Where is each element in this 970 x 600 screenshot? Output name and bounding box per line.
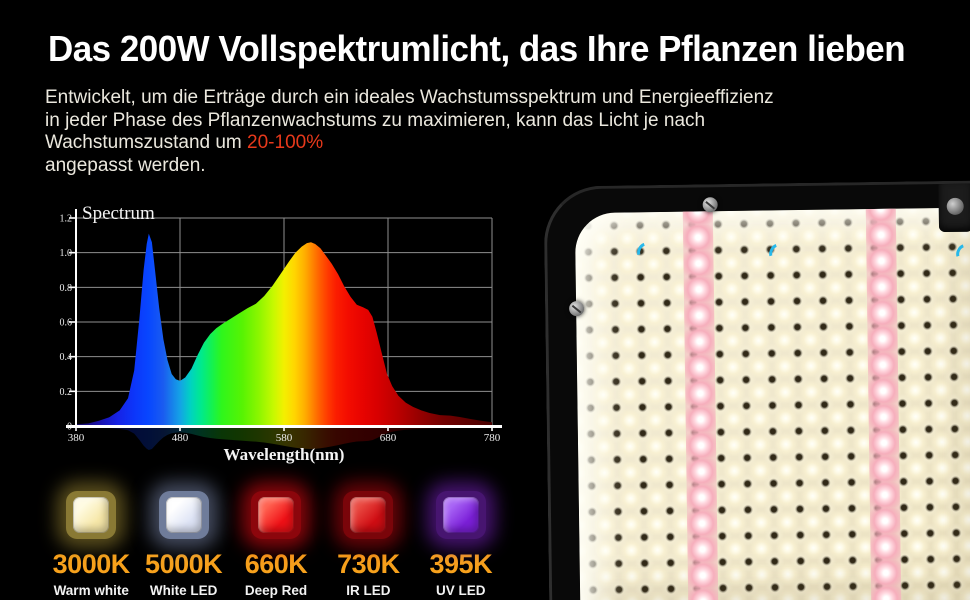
led-temp-label: 660K [244,549,308,579]
subtitle-line-1: Entwickelt, um die Erträge durch ein ide… [45,87,774,108]
page-title: Das 200W Vollspektrumlicht, das Ihre Pfl… [48,28,906,69]
svg-text:1.0: 1.0 [60,248,73,259]
screw-icon [569,301,585,317]
led-type-label: White LED [149,583,218,598]
subtitle-line-2: in jeder Phase des Pflanzenwachstums zu … [45,109,706,131]
led-swatch-5000k: 5000K White LED [137,490,229,600]
subtitle-line-3-text: Wachstumszustand um [45,132,248,153]
dimming-range-highlight: 20-100% [247,132,324,153]
spectrum-curve [76,233,492,451]
subtitle-line-4: angepasst werden. [45,154,206,176]
led-type-label: Deep Red LED [244,583,308,600]
red-led-strip [865,208,902,600]
svg-text:480: 480 [172,432,189,444]
svg-text:0.4: 0.4 [60,352,73,363]
led-temp-label: 730K [337,549,400,579]
svg-text:780: 780 [484,432,501,444]
led-type-label: IR LED [346,583,391,598]
screw-icon [702,197,718,213]
svg-text:0: 0 [67,422,72,433]
chart-ticks [69,217,493,431]
x-axis-label: Wavelength(nm) [224,445,345,464]
led-type-label: Warm white LED [53,583,129,600]
subtitle: Entwickelt, um die Erträge durch ein ide… [45,87,875,177]
svg-text:0.6: 0.6 [60,318,73,329]
red-led-strip [682,211,719,600]
svg-text:1.2: 1.2 [60,214,73,225]
led-temp-label: 5000K [145,549,223,579]
led-panel-photo [543,180,970,600]
led-swatch-730k: 730K IR LED [322,490,414,600]
led-chip-warm-white [65,490,117,540]
svg-text:0.8: 0.8 [60,283,73,294]
svg-text:580: 580 [276,432,293,444]
spectrum-chart: 0 0.2 0.4 0.6 0.8 1.0 1.2 380 480 580 680 780 Spect… [60,203,502,464]
lens-reflection-icon [633,239,658,265]
led-chip-white [158,490,210,540]
led-temp-label: 395K [429,549,493,579]
led-chip-uv [435,490,487,540]
led-swatch-3000k: 3000K Warm white LED [45,490,137,600]
led-chip-ir [342,490,394,540]
led-type-label: UV LED [436,583,486,598]
chart-tick-labels: 0 0.2 0.4 0.6 0.8 1.0 1.2 380 480 580 680 780 [60,214,501,445]
led-type-row: 3000K Warm white LED 5000K White LED 660… [45,490,507,600]
svg-text:0.2: 0.2 [60,387,73,398]
led-temp-label: 3000K [52,549,131,579]
led-swatch-660k: 660K Deep Red LED [230,490,322,600]
led-chip-deep-red [250,490,302,540]
svg-text:680: 680 [380,432,397,444]
svg-text:380: 380 [68,432,85,444]
led-swatch-395k: 395K UV LED [415,490,507,600]
subtitle-line-3: Wachstumszustand um 20-100% [45,132,875,155]
lens-reflection-icon [765,240,790,266]
lens-reflection-icon [952,240,970,266]
led-board [574,207,970,600]
hanger-bracket [938,183,970,233]
chart-title: Spectrum [82,203,155,224]
